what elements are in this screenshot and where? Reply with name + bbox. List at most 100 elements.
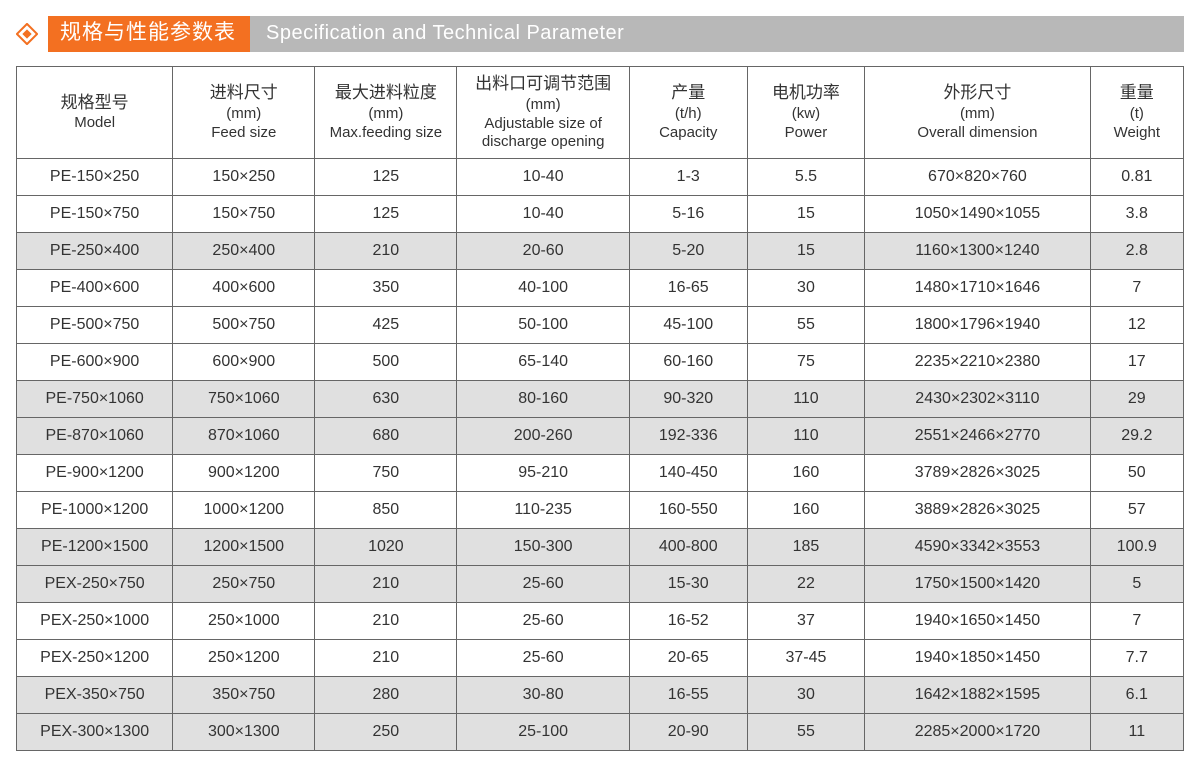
cell: 1000×1200 (173, 492, 315, 529)
cell: 1940×1650×1450 (865, 603, 1090, 640)
cell: 25-60 (457, 640, 630, 677)
cell: PE-870×1060 (17, 418, 173, 455)
col-header-en: Overall dimension (869, 124, 1085, 143)
cell: 125 (315, 159, 457, 196)
cell: 670×820×760 (865, 159, 1090, 196)
cell: 4590×3342×3553 (865, 529, 1090, 566)
cell: 850 (315, 492, 457, 529)
table-row: PE-250×400250×40021020-605-20151160×1300… (17, 233, 1184, 270)
col-header-unit: (mm) (177, 104, 310, 124)
col-header-unit: (mm) (461, 95, 625, 115)
cell: 300×1300 (173, 714, 315, 751)
cell: 5 (1090, 566, 1183, 603)
col-header-en: Power (752, 124, 861, 143)
cell: 80-160 (457, 381, 630, 418)
cell: 0.81 (1090, 159, 1183, 196)
cell: 185 (747, 529, 865, 566)
cell: PEX-250×1000 (17, 603, 173, 640)
cell: 5.5 (747, 159, 865, 196)
col-header-cn: 最大进料粒度 (319, 82, 452, 104)
cell: 29 (1090, 381, 1183, 418)
spec-table: 规格型号Model进料尺寸(mm)Feed size最大进料粒度(mm)Max.… (16, 66, 1184, 751)
cell: 7 (1090, 270, 1183, 307)
cell: 210 (315, 640, 457, 677)
col-header-4: 产量(t/h)Capacity (629, 67, 747, 159)
cell: 210 (315, 566, 457, 603)
cell: 110 (747, 418, 865, 455)
cell: PE-150×750 (17, 196, 173, 233)
cell: 250×1200 (173, 640, 315, 677)
cell: PE-400×600 (17, 270, 173, 307)
table-row: PE-150×250150×25012510-401-35.5670×820×7… (17, 159, 1184, 196)
table-row: PE-1000×12001000×1200850110-235160-55016… (17, 492, 1184, 529)
cell: 160 (747, 492, 865, 529)
cell: 1940×1850×1450 (865, 640, 1090, 677)
cell: 7.7 (1090, 640, 1183, 677)
cell: 40-100 (457, 270, 630, 307)
cell: 25-100 (457, 714, 630, 751)
table-row: PE-750×1060750×106063080-16090-320110243… (17, 381, 1184, 418)
cell: 250×400 (173, 233, 315, 270)
cell: 3.8 (1090, 196, 1183, 233)
cell: 37 (747, 603, 865, 640)
table-row: PEX-350×750350×75028030-8016-55301642×18… (17, 677, 1184, 714)
col-header-cn: 重量 (1095, 82, 1179, 104)
cell: PE-600×900 (17, 344, 173, 381)
cell: 30 (747, 677, 865, 714)
cell: 140-450 (629, 455, 747, 492)
cell: 5-20 (629, 233, 747, 270)
col-header-en: Model (21, 114, 168, 133)
cell: 750 (315, 455, 457, 492)
cell: 2.8 (1090, 233, 1183, 270)
cell: 22 (747, 566, 865, 603)
cell: 1200×1500 (173, 529, 315, 566)
cell: 210 (315, 233, 457, 270)
cell: 90-320 (629, 381, 747, 418)
cell: 10-40 (457, 159, 630, 196)
cell: 30 (747, 270, 865, 307)
cell: 160 (747, 455, 865, 492)
cell: 750×1060 (173, 381, 315, 418)
cell: PEX-350×750 (17, 677, 173, 714)
cell: 1050×1490×1055 (865, 196, 1090, 233)
col-header-en: Feed size (177, 124, 310, 143)
col-header-unit: (mm) (869, 104, 1085, 124)
col-header-cn: 进料尺寸 (177, 82, 310, 104)
table-row: PE-150×750150×75012510-405-16151050×1490… (17, 196, 1184, 233)
cell: 125 (315, 196, 457, 233)
table-row: PEX-250×750250×75021025-6015-30221750×15… (17, 566, 1184, 603)
table-row: PEX-250×1200250×120021025-6020-6537-4519… (17, 640, 1184, 677)
cell: 150×750 (173, 196, 315, 233)
col-header-en: Adjustable size of (461, 115, 625, 134)
cell: 25-60 (457, 566, 630, 603)
cell: 15-30 (629, 566, 747, 603)
cell: 55 (747, 714, 865, 751)
cell: 65-140 (457, 344, 630, 381)
table-row: PE-400×600400×60035040-10016-65301480×17… (17, 270, 1184, 307)
cell: PE-1000×1200 (17, 492, 173, 529)
cell: 2430×2302×3110 (865, 381, 1090, 418)
col-header-en: Max.feeding size (319, 124, 452, 143)
col-header-cn: 电机功率 (752, 82, 861, 104)
cell: PE-150×250 (17, 159, 173, 196)
col-header-en: Capacity (634, 124, 743, 143)
table-head: 规格型号Model进料尺寸(mm)Feed size最大进料粒度(mm)Max.… (17, 67, 1184, 159)
cell: 192-336 (629, 418, 747, 455)
cell: 870×1060 (173, 418, 315, 455)
cell: 210 (315, 603, 457, 640)
col-header-cn: 产量 (634, 82, 743, 104)
cell: 900×1200 (173, 455, 315, 492)
cell: 500×750 (173, 307, 315, 344)
cell: 100.9 (1090, 529, 1183, 566)
col-header-7: 重量(t)Weight (1090, 67, 1183, 159)
table-row: PE-500×750500×75042550-10045-100551800×1… (17, 307, 1184, 344)
cell: PE-750×1060 (17, 381, 173, 418)
cell: 55 (747, 307, 865, 344)
col-header-en: discharge opening (461, 133, 625, 152)
col-header-5: 电机功率(kw)Power (747, 67, 865, 159)
cell: 50-100 (457, 307, 630, 344)
cell: 600×900 (173, 344, 315, 381)
cell: 30-80 (457, 677, 630, 714)
cell: 150×250 (173, 159, 315, 196)
col-header-0: 规格型号Model (17, 67, 173, 159)
